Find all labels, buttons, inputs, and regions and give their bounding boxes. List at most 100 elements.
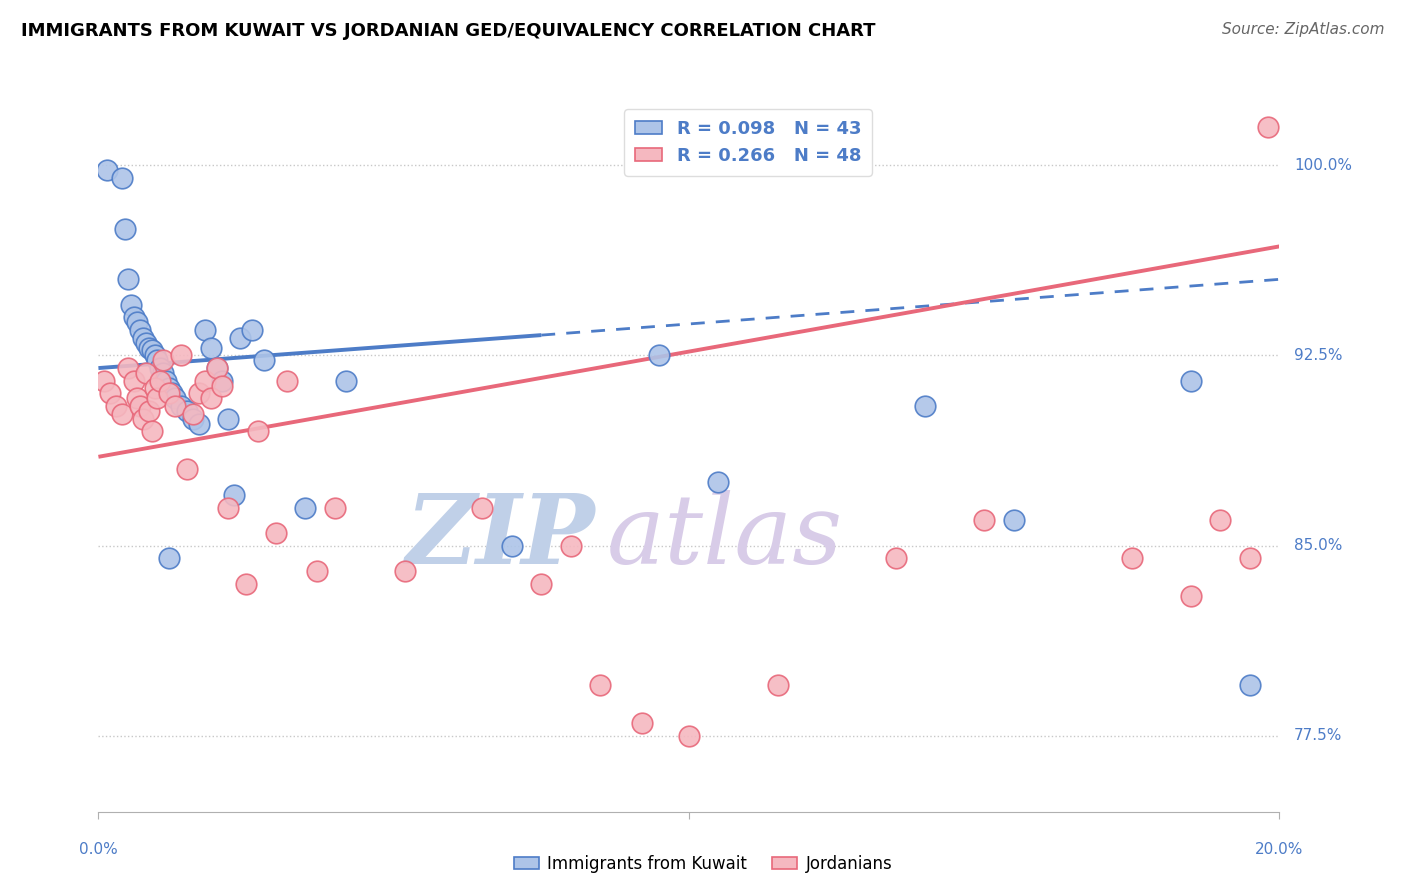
Point	[766, 678, 789, 692]
Point	[149, 374, 172, 388]
Point	[471, 500, 494, 515]
Legend: Immigrants from Kuwait, Jordanians: Immigrants from Kuwait, Jordanians	[508, 848, 898, 880]
Point	[132, 331, 155, 345]
Point	[1209, 513, 1232, 527]
Point	[120, 298, 142, 312]
Point	[98, 386, 121, 401]
Point	[648, 348, 671, 362]
Point	[205, 361, 228, 376]
Point	[973, 513, 995, 527]
Point	[170, 348, 193, 362]
Point	[128, 323, 150, 337]
Point	[630, 716, 652, 731]
Text: 20.0%: 20.0%	[1256, 842, 1303, 857]
Text: atlas: atlas	[606, 491, 842, 584]
Point	[1257, 120, 1279, 135]
Point	[181, 411, 204, 425]
Point	[530, 576, 553, 591]
Point	[276, 374, 298, 388]
Point	[394, 564, 416, 578]
Point	[294, 500, 316, 515]
Point	[135, 335, 157, 350]
Point	[125, 392, 148, 406]
Point	[501, 539, 523, 553]
Point	[128, 399, 150, 413]
Point	[1121, 551, 1143, 566]
Point	[157, 381, 180, 395]
Point	[93, 374, 115, 388]
Point	[122, 310, 145, 325]
Point	[157, 551, 180, 566]
Point	[132, 411, 155, 425]
Point	[165, 399, 187, 413]
Legend: R = 0.098   N = 43, R = 0.266   N = 48: R = 0.098 N = 43, R = 0.266 N = 48	[624, 109, 872, 176]
Point	[176, 404, 198, 418]
Point	[194, 323, 217, 337]
Point	[707, 475, 730, 490]
Point	[211, 379, 233, 393]
Point	[217, 411, 239, 425]
Point	[253, 353, 276, 368]
Point	[146, 392, 169, 406]
Point	[152, 353, 174, 368]
Point	[135, 366, 157, 380]
Text: 100.0%: 100.0%	[1295, 158, 1353, 173]
Point	[229, 331, 252, 345]
Point	[114, 221, 136, 235]
Point	[125, 315, 148, 329]
Text: 92.5%: 92.5%	[1295, 348, 1343, 363]
Point	[187, 386, 209, 401]
Point	[205, 361, 228, 376]
Text: IMMIGRANTS FROM KUWAIT VS JORDANIAN GED/EQUIVALENCY CORRELATION CHART: IMMIGRANTS FROM KUWAIT VS JORDANIAN GED/…	[21, 22, 876, 40]
Point	[1239, 678, 1261, 692]
Point	[141, 343, 163, 358]
Point	[194, 374, 217, 388]
Point	[323, 500, 346, 515]
Point	[165, 392, 187, 406]
Point	[305, 564, 328, 578]
Point	[149, 361, 172, 376]
Point	[111, 407, 134, 421]
Point	[914, 399, 936, 413]
Point	[155, 374, 177, 388]
Point	[162, 386, 183, 401]
Point	[122, 374, 145, 388]
Point	[200, 392, 222, 406]
Text: 0.0%: 0.0%	[79, 842, 118, 857]
Point	[176, 462, 198, 476]
Point	[117, 272, 139, 286]
Point	[200, 341, 222, 355]
Point	[105, 399, 128, 413]
Point	[111, 170, 134, 185]
Point	[211, 374, 233, 388]
Point	[560, 539, 582, 553]
Point	[246, 425, 269, 439]
Point	[138, 341, 160, 355]
Point	[96, 163, 118, 178]
Point	[1002, 513, 1025, 527]
Point	[146, 353, 169, 368]
Point	[235, 576, 257, 591]
Point	[143, 348, 166, 362]
Point	[117, 361, 139, 376]
Text: Source: ZipAtlas.com: Source: ZipAtlas.com	[1222, 22, 1385, 37]
Point	[264, 525, 287, 540]
Point	[143, 381, 166, 395]
Point	[152, 366, 174, 380]
Text: 85.0%: 85.0%	[1295, 538, 1343, 553]
Point	[217, 500, 239, 515]
Text: ZIP: ZIP	[405, 491, 595, 584]
Point	[181, 407, 204, 421]
Point	[224, 488, 246, 502]
Point	[138, 404, 160, 418]
Point	[240, 323, 263, 337]
Point	[141, 425, 163, 439]
Point	[1180, 589, 1202, 603]
Point	[678, 729, 700, 743]
Point	[589, 678, 612, 692]
Point	[170, 399, 193, 413]
Text: 77.5%: 77.5%	[1295, 728, 1343, 743]
Point	[335, 374, 357, 388]
Point	[157, 386, 180, 401]
Point	[884, 551, 907, 566]
